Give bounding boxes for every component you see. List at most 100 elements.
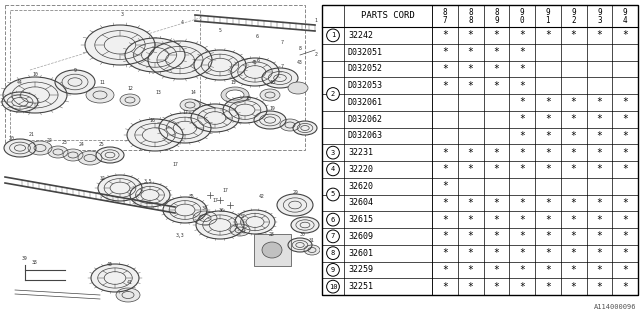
- Text: 9: 9: [572, 8, 576, 17]
- Text: *: *: [493, 265, 499, 275]
- Ellipse shape: [55, 70, 95, 94]
- Text: 22: 22: [47, 138, 53, 142]
- Text: *: *: [468, 282, 474, 292]
- Text: 43: 43: [297, 60, 303, 65]
- Text: 24: 24: [79, 142, 85, 148]
- Text: *: *: [442, 81, 448, 91]
- Text: 9: 9: [623, 8, 627, 17]
- Ellipse shape: [223, 97, 267, 123]
- Ellipse shape: [194, 50, 246, 80]
- FancyBboxPatch shape: [254, 234, 291, 266]
- Text: 30: 30: [300, 233, 306, 237]
- Text: *: *: [493, 164, 499, 174]
- Text: *: *: [596, 30, 602, 40]
- Text: *: *: [519, 30, 525, 40]
- Text: *: *: [571, 248, 577, 258]
- Ellipse shape: [2, 92, 38, 112]
- Text: *: *: [468, 81, 474, 91]
- Ellipse shape: [304, 245, 320, 255]
- Ellipse shape: [196, 211, 244, 239]
- Text: 36: 36: [219, 207, 225, 212]
- Circle shape: [326, 88, 339, 100]
- Text: *: *: [493, 282, 499, 292]
- Text: 28: 28: [269, 233, 275, 237]
- Ellipse shape: [262, 68, 298, 88]
- Text: *: *: [622, 248, 628, 258]
- Text: 7: 7: [280, 63, 284, 68]
- Text: 20: 20: [9, 135, 15, 140]
- Text: 32242: 32242: [348, 31, 373, 40]
- Text: *: *: [545, 148, 551, 158]
- Ellipse shape: [63, 149, 83, 161]
- Text: 32231: 32231: [348, 148, 373, 157]
- Text: *: *: [622, 198, 628, 208]
- Text: *: *: [468, 64, 474, 74]
- Text: 2: 2: [572, 16, 576, 25]
- Text: 3,5: 3,5: [144, 180, 152, 185]
- Ellipse shape: [226, 90, 244, 100]
- Text: *: *: [519, 131, 525, 141]
- Text: *: *: [493, 198, 499, 208]
- Text: *: *: [545, 282, 551, 292]
- Ellipse shape: [262, 242, 282, 258]
- Text: *: *: [519, 231, 525, 241]
- Ellipse shape: [91, 264, 139, 292]
- Text: *: *: [493, 30, 499, 40]
- Text: 32620: 32620: [348, 182, 373, 191]
- Text: 39: 39: [22, 255, 28, 260]
- Text: 11: 11: [99, 81, 105, 85]
- Text: 32609: 32609: [348, 232, 373, 241]
- Ellipse shape: [98, 175, 142, 201]
- Text: 32615: 32615: [348, 215, 373, 224]
- Text: *: *: [442, 282, 448, 292]
- Text: 8: 8: [331, 250, 335, 256]
- Text: *: *: [519, 47, 525, 57]
- Ellipse shape: [4, 139, 36, 157]
- Text: 5: 5: [219, 28, 221, 33]
- Circle shape: [326, 146, 339, 159]
- Text: *: *: [596, 248, 602, 258]
- Text: 5: 5: [331, 191, 335, 197]
- Text: 8: 8: [299, 45, 301, 51]
- Circle shape: [326, 280, 339, 293]
- Text: *: *: [545, 248, 551, 258]
- Ellipse shape: [260, 89, 280, 101]
- Text: *: *: [596, 215, 602, 225]
- Text: 19: 19: [269, 106, 275, 110]
- Text: *: *: [596, 114, 602, 124]
- Text: 32604: 32604: [348, 198, 373, 207]
- Text: *: *: [596, 231, 602, 241]
- Text: *: *: [493, 47, 499, 57]
- Text: *: *: [571, 148, 577, 158]
- Text: 3,3: 3,3: [176, 233, 184, 237]
- Text: 8: 8: [494, 8, 499, 17]
- Text: 17: 17: [172, 163, 178, 167]
- Text: *: *: [468, 47, 474, 57]
- Text: *: *: [493, 148, 499, 158]
- Text: 13: 13: [155, 90, 161, 94]
- Text: *: *: [468, 265, 474, 275]
- Text: 6: 6: [255, 34, 259, 38]
- Circle shape: [326, 163, 339, 176]
- Text: *: *: [442, 47, 448, 57]
- Text: *: *: [545, 231, 551, 241]
- Text: *: *: [622, 265, 628, 275]
- Text: *: *: [519, 198, 525, 208]
- Text: 17: 17: [182, 109, 188, 115]
- Text: 35: 35: [189, 195, 195, 199]
- Text: *: *: [622, 148, 628, 158]
- Text: *: *: [596, 265, 602, 275]
- Text: *: *: [519, 64, 525, 74]
- Text: A114000096: A114000096: [593, 304, 636, 310]
- Text: 4: 4: [180, 20, 184, 25]
- Ellipse shape: [280, 119, 300, 131]
- Text: *: *: [493, 81, 499, 91]
- Text: 29: 29: [293, 190, 299, 196]
- Text: 7: 7: [331, 233, 335, 239]
- Text: *: *: [442, 265, 448, 275]
- Ellipse shape: [116, 288, 140, 302]
- Text: 3: 3: [120, 12, 124, 18]
- Ellipse shape: [28, 141, 52, 155]
- Text: *: *: [493, 248, 499, 258]
- Text: *: *: [596, 198, 602, 208]
